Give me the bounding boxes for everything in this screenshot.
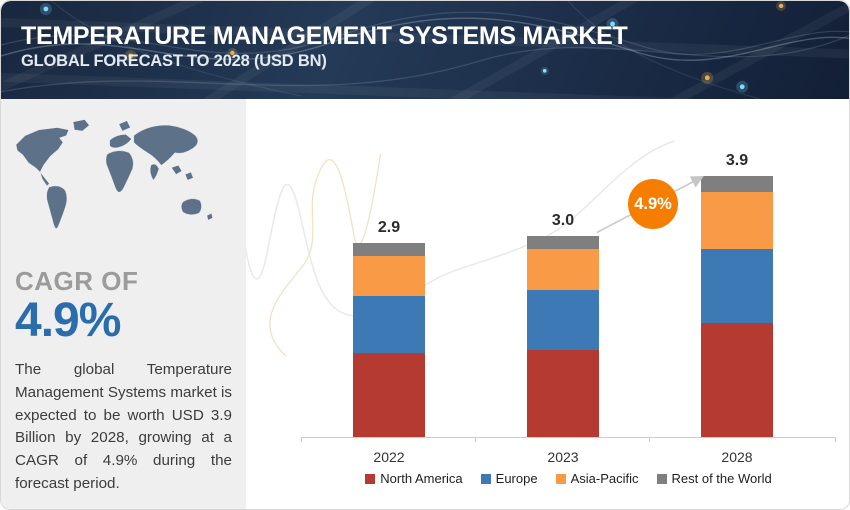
x-axis-label-2023: 2023	[547, 449, 579, 465]
legend-swatch-icon	[365, 473, 376, 484]
bar-segment-north-america	[701, 323, 773, 437]
x-axis-label-2022: 2022	[373, 449, 405, 465]
page-subtitle: GLOBAL FORECAST TO 2028 (USD BN)	[21, 52, 327, 71]
cagr-value: 4.9%	[15, 294, 121, 347]
growth-badge: 4.9%	[628, 179, 678, 229]
x-axis-tick	[475, 437, 476, 442]
bar-total-label: 3.9	[725, 151, 749, 169]
bar-segment-europe	[353, 296, 425, 354]
legend-swatch-icon	[480, 473, 491, 484]
bar-segment-europe	[701, 249, 773, 324]
bar-segment-north-america	[353, 353, 425, 437]
legend-swatch-icon	[555, 473, 566, 484]
network-lines-icon	[1, 1, 849, 99]
x-axis-tick	[649, 437, 650, 442]
legend-swatch-icon	[656, 473, 667, 484]
bar-segment-asia-pacific	[701, 192, 773, 250]
legend-label: Asia-Pacific	[570, 471, 639, 486]
world-map-icon	[9, 115, 238, 264]
bar-2023	[527, 236, 599, 437]
bar-segment-north-america	[527, 349, 599, 437]
bar-2022	[353, 242, 425, 437]
legend-item-rest-of-the-world: Rest of the World	[656, 471, 772, 486]
legend-label: North America	[380, 471, 463, 486]
legend-label: Rest of the World	[671, 471, 772, 486]
bar-2028	[701, 175, 773, 437]
legend: North America Europe Asia-Pacific Rest of t…	[301, 471, 836, 486]
sidebar: CAGR OF 4.9% The global Temperature Mana…	[1, 99, 246, 509]
bar-total-label: 2.9	[377, 218, 401, 236]
legend-label: Europe	[495, 471, 538, 486]
bar-segment-rest-of-the-world	[353, 242, 425, 257]
growth-badge-label: 4.9%	[634, 194, 672, 213]
x-axis-label-2028: 2028	[721, 449, 753, 465]
cagr-label: CAGR OF	[15, 266, 139, 296]
legend-item-north-america: North America	[365, 471, 463, 486]
legend-item-asia-pacific: Asia-Pacific	[555, 471, 639, 486]
x-axis-tick	[301, 437, 302, 442]
bar-segment-rest-of-the-world	[527, 236, 599, 250]
header-banner: TEMPERATURE MANAGEMENT SYSTEMS MARKET GL…	[1, 1, 849, 99]
bar-segment-asia-pacific	[353, 256, 425, 297]
plot-area: 2.9 2022 3.0 2023 3.9 2028	[301, 152, 836, 465]
legend-item-europe: Europe	[480, 471, 538, 486]
x-axis-tick	[835, 437, 836, 442]
bar-segment-asia-pacific	[527, 249, 599, 290]
bar-segment-rest-of-the-world	[701, 175, 773, 193]
bar-segment-europe	[527, 289, 599, 350]
bar-total-label: 3.0	[551, 212, 575, 229]
page-title: TEMPERATURE MANAGEMENT SYSTEMS MARKET	[21, 22, 628, 50]
chart-area: 4.9% 2.9 2022 3.0 2023 3.9 2028 North America…	[246, 99, 849, 509]
market-description: The global Temperature Management System…	[15, 360, 232, 492]
